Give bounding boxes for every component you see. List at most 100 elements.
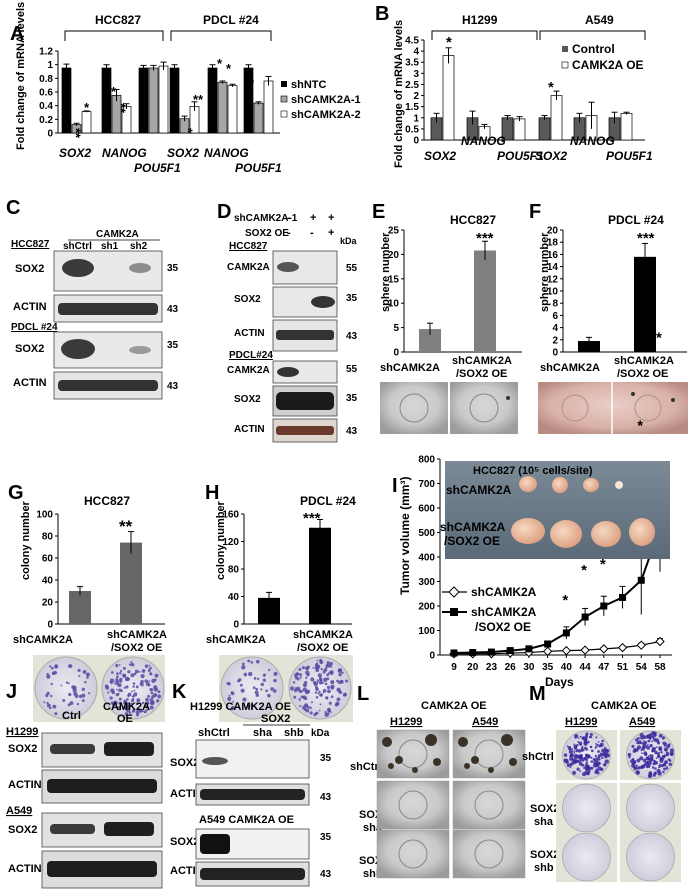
panel-a-bar [148,67,159,134]
panel-i-x-tick-label: 9 [451,662,457,673]
colony-dot [140,683,144,687]
panel-b-bracket2 [539,30,646,40]
colony-dot [144,704,147,708]
colony-dot [267,693,271,698]
panel-a-bar [158,65,169,134]
colony-dot [135,685,139,689]
panel-b-y-tick-label: 0 [413,136,419,147]
panel-m-row: SOX2 [530,849,559,861]
colony-dot [565,760,569,764]
colony-dot [129,704,132,706]
panel-a-bracket1 [64,30,164,41]
panel-d-sign: + [310,212,316,224]
blot-row-label: ACTIN [8,779,42,791]
panel-h-star: *** [303,510,321,527]
panel-letter-h: H [205,482,219,504]
colony-dot [230,691,235,696]
sphere-image-well [561,394,589,422]
colony-dot [322,688,327,693]
panel-j-lane: CAMK2A [103,701,150,713]
legend-swatch-shcamk2a-1 [280,95,288,103]
panel-i-y-tick-label: 400 [418,553,435,564]
colony-dot [324,712,329,717]
panel-b-bracket1 [431,30,538,40]
tumor [511,518,545,544]
panel-i-point [542,646,553,657]
sphere-colony [433,758,441,766]
panel-i-x-tick-label: 54 [636,662,648,673]
colony-dot [638,766,642,770]
blot-row-label: SOX2 [170,836,199,848]
sphere-image-dot [631,392,635,396]
panel-a-stars: ** * * ** * ** * * * [69,56,256,139]
colony-dot [298,667,302,671]
panel-i-point [562,629,570,637]
panel-i-point [581,613,589,621]
colony-dot [73,691,78,696]
colony-dot [116,682,119,686]
panel-g-y-tick-label: 60 [42,554,54,565]
colony-plate [626,783,675,833]
panel-c-treatment: CAMK2A [96,229,139,240]
colony-dot [588,735,592,739]
panel-a: Fold change of mRNA levels HCC827 PDCL #… [15,2,361,175]
panel-f-ylabel: sphere number [539,232,551,312]
colony-dot [297,687,299,690]
colony-dot [572,760,577,764]
colony-dot [343,693,347,696]
panel-h-ylabel: colony number [215,500,227,580]
blot-row-label: SOX2 [8,824,37,836]
colony-dot [319,658,323,662]
blot-band [58,380,158,391]
colony-dot [576,767,580,771]
colony-dot [123,701,127,705]
panel-g-y-tick-label: 40 [42,576,54,587]
panel-i-y-tick-label: 0 [429,651,435,662]
colony-dot [634,738,639,742]
blot-band [61,339,95,359]
colony-dot [301,689,303,692]
panel-i-point [561,645,572,656]
colony-dot [642,744,648,749]
panel-i-point [469,649,477,657]
panel-d-cell1: HCC827 [229,241,268,252]
blot-band [276,426,334,435]
colony-dot [255,693,259,697]
panel-g-category: shCAMK2A [13,634,73,646]
colony-dot [81,699,85,703]
panel-f-y-tick-label: 14 [547,262,559,273]
blot-band [200,789,305,800]
colony-dot [590,749,594,753]
colony-dot [46,674,51,679]
panel-b-bar [513,118,526,141]
panel-letter-b: B [375,3,389,25]
sphere-colony [488,767,494,773]
colony-dot [572,770,577,775]
panel-a-y-ticks: 0 0.2 0.4 0.6 0.8 1 1.2 [39,47,59,140]
panel-e-bar [474,250,496,352]
colony-dot [645,765,649,769]
colony-dot [575,749,579,753]
panel-b-legend: Control CAMK2A OE [561,42,644,72]
panel-f-y-tick-label: 18 [547,238,559,249]
colony-dot [310,701,313,704]
panel-a-legend: shNTC shCAMK2A-1 shCAMK2A-2 [280,79,361,121]
colony-dot [122,673,126,678]
colony-dot [565,759,568,761]
colony-dot [309,711,313,715]
colony-dot [156,699,160,703]
colony-dot [633,768,636,771]
colony-dot [315,711,319,715]
panel-a-star: ** [114,103,129,114]
tumor [629,518,655,546]
kda-marker: 35 [320,832,332,843]
legend-label-camk2a-oe: CAMK2A OE [572,58,644,72]
colony-dot [601,756,604,760]
colony-dot [231,705,236,710]
colony-dot [573,750,576,753]
colony-dot [327,672,330,675]
colony-dot [54,665,58,669]
colony-dot [140,679,144,684]
panel-e-star: *** [476,230,494,247]
colony-dot [603,752,606,755]
